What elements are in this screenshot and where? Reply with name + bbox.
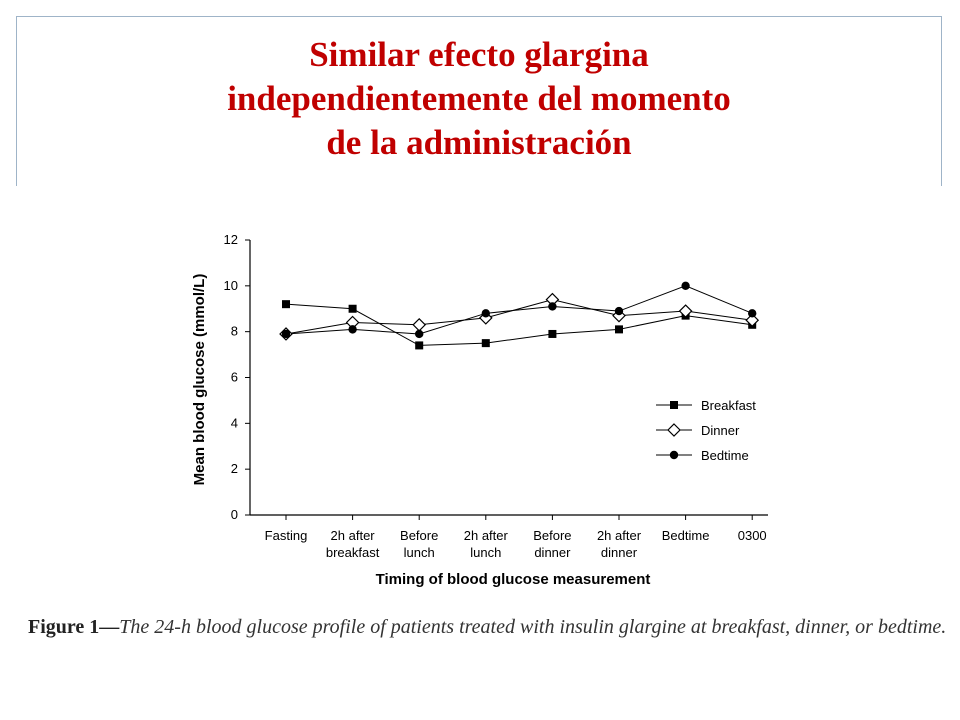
- title-line-2: independientemente del momento: [227, 79, 731, 118]
- data-point-bedtime: [348, 325, 357, 334]
- legend-label-breakfast: Breakfast: [701, 398, 756, 413]
- x-tick-label-line: 0300: [738, 528, 767, 543]
- x-tick-label-line: dinner: [534, 545, 571, 560]
- x-axis-title: Timing of blood glucose measurement: [376, 571, 651, 588]
- data-point-bedtime: [748, 309, 757, 318]
- title-frame: Similar efecto glargina independientemen…: [16, 16, 942, 186]
- x-tick-label-line: Bedtime: [662, 528, 710, 543]
- data-point-bedtime: [415, 329, 424, 339]
- x-tick-label: Bedtime: [662, 528, 710, 543]
- data-point-breakfast: [282, 300, 290, 309]
- data-point-breakfast: [415, 341, 424, 350]
- caption-text: The 24-h blood glucose profile of patien…: [119, 616, 947, 638]
- y-tick-label: 6: [231, 370, 238, 385]
- legend-label-dinner: Dinner: [701, 423, 740, 438]
- data-point-breakfast: [481, 339, 490, 348]
- legend-marker-dinner: [667, 423, 681, 437]
- x-tick-label: 0300: [738, 528, 767, 543]
- x-tick-label-line: 2h after: [331, 528, 376, 543]
- x-tick-label-line: lunch: [404, 545, 435, 560]
- x-tick-label: Before lunch: [400, 528, 438, 560]
- data-point-dinner: [745, 313, 760, 328]
- data-point-dinner: [678, 304, 693, 318]
- x-tick-label: Fasting: [265, 528, 308, 543]
- series-line-breakfast: [285, 303, 753, 346]
- series-line-bedtime: [285, 285, 753, 335]
- data-point-bedtime: [548, 302, 557, 311]
- x-tick-label-line: breakfast: [326, 545, 380, 560]
- data-point-bedtime: [614, 306, 624, 316]
- y-tick-label: 12: [224, 232, 238, 247]
- title-line-3: de la administración: [326, 123, 632, 162]
- data-point-breakfast: [615, 325, 623, 334]
- series-line-dinner: [285, 299, 753, 335]
- x-tick-label-line: lunch: [470, 545, 501, 560]
- glucose-line-chart: 0 2 4 6 8 10 12 Fasting 2h after breakfast Before l…: [191, 232, 768, 588]
- y-tick-label: 4: [231, 415, 238, 430]
- legend-marker-bedtime: [669, 450, 679, 460]
- y-tick-label: 8: [231, 324, 238, 339]
- x-tick-label: 2h after lunch: [464, 528, 509, 560]
- x-tick-label: 2h after dinner: [597, 528, 642, 560]
- data-point-bedtime: [281, 329, 291, 339]
- data-point-breakfast: [348, 304, 357, 313]
- y-tick-label: 0: [231, 507, 238, 522]
- title-line-1: Similar efecto glargina: [309, 35, 649, 74]
- y-tick-label: 10: [224, 278, 238, 293]
- x-tick-label: 2h after breakfast: [326, 528, 380, 560]
- x-tick-label-line: dinner: [601, 545, 638, 560]
- data-point-bedtime: [681, 281, 690, 291]
- y-axis-title: Mean blood glucose (mmol/L): [191, 274, 208, 486]
- data-point-dinner: [412, 317, 427, 332]
- y-tick-label: 2: [231, 461, 238, 476]
- x-tick-label-line: Fasting: [265, 528, 308, 543]
- x-tick-label-line: Before: [533, 528, 571, 543]
- figure-caption: Figure 1—The 24-h blood glucose profile …: [28, 614, 948, 640]
- x-tick-label-line: 2h after: [597, 528, 642, 543]
- legend-label-bedtime: Bedtime: [701, 448, 749, 463]
- x-tick-label-line: 2h after: [464, 528, 509, 543]
- data-point-bedtime: [481, 309, 490, 318]
- legend-marker-breakfast: [670, 401, 678, 409]
- data-point-breakfast: [548, 329, 557, 338]
- x-tick-label: Before dinner: [533, 528, 571, 560]
- caption-lead: Figure 1—: [28, 616, 120, 638]
- slide-title: Similar efecto glargina independientemen…: [17, 33, 941, 165]
- x-tick-label-line: Before: [400, 528, 438, 543]
